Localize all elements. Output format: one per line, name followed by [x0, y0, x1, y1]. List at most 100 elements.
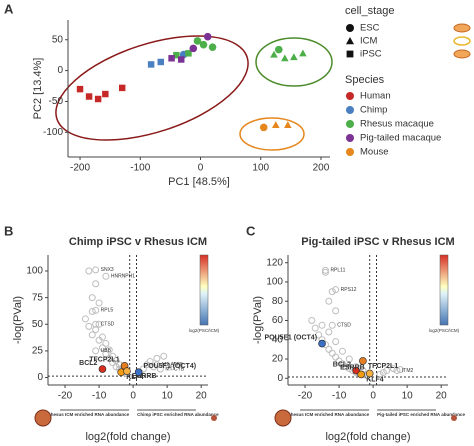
gene-label: CTSD: [337, 323, 351, 329]
gene-point: [88, 294, 96, 302]
gene-point: [112, 356, 120, 364]
gene-label: RPL11: [330, 268, 345, 274]
point: [203, 32, 212, 41]
gene-point: [345, 365, 353, 373]
point: [102, 90, 109, 98]
legend-label: ICM: [360, 36, 378, 47]
y-tick-label: -100: [43, 127, 63, 138]
x-axis-label: log2(fold change): [325, 431, 410, 443]
gene-point: [92, 320, 100, 328]
gene-point: [383, 367, 391, 375]
point: [178, 56, 185, 63]
gene-point: [332, 338, 340, 346]
y-tick-label: 0: [277, 373, 283, 384]
x-tick-label: -10: [332, 391, 347, 402]
point: [271, 121, 280, 128]
gene-point: [156, 365, 164, 373]
colorbar: [439, 254, 449, 326]
x-tick-label: -100: [130, 163, 150, 174]
dish-icon: [453, 23, 471, 33]
legend-label: Chimp: [360, 105, 387, 116]
highlight-label: POU5F1 (OCT4): [265, 334, 318, 341]
y-tick-label: 50: [52, 34, 64, 45]
gene-point: [92, 326, 100, 334]
point: [94, 95, 102, 103]
highlight-label: TFCP2L1: [89, 357, 119, 364]
chart-title: Pig-tailed iPSC v Rhesus ICM: [301, 236, 454, 248]
gene-point: [332, 286, 340, 294]
gene-point: [318, 321, 326, 329]
y-tick-label: 100: [266, 277, 283, 288]
gene-point: [102, 339, 110, 347]
gene-point: [338, 347, 346, 355]
point: [85, 93, 93, 100]
highlight-point: [357, 370, 365, 379]
point: [168, 55, 175, 62]
highlight-label: TFCP2L1: [368, 363, 398, 370]
x-axis-label: log2(fold change): [85, 431, 170, 443]
point: [281, 54, 289, 62]
legend-marker: [346, 50, 354, 58]
gene-point: [98, 333, 106, 341]
y-tick-label: 120: [266, 257, 283, 268]
y-tick-label: 100: [26, 266, 43, 277]
x-tick-label: -20: [298, 391, 313, 402]
gene-point: [146, 358, 154, 366]
point: [147, 61, 155, 68]
cell-icon: [451, 415, 457, 421]
y-tick-label: 60: [272, 315, 284, 326]
gene-point: [105, 354, 113, 362]
cluster-ellipse: [55, 35, 249, 141]
gene-point: [379, 368, 387, 376]
gene-point: [95, 299, 103, 307]
gene-label: HNRNPH1: [111, 274, 135, 280]
x-tick-label: 100: [252, 163, 269, 174]
gene-point: [390, 365, 398, 373]
legend-label: Mouse: [360, 147, 389, 158]
legend-label: Rhesus macaque: [360, 119, 434, 130]
gene-point: [98, 344, 106, 352]
gene-point: [332, 307, 340, 315]
y-tick-label: -50: [49, 96, 64, 107]
gene-point: [92, 306, 100, 314]
legend-swatch: [346, 148, 354, 156]
highlight-point: [98, 365, 107, 373]
legend-title: Species: [345, 74, 385, 86]
y-tick-label: 40: [272, 334, 284, 345]
gene-point: [328, 321, 336, 329]
x-tick-label: 0: [370, 391, 376, 402]
point: [173, 51, 180, 59]
legend-swatch: [346, 134, 354, 142]
x-tick-label: 20: [196, 391, 208, 402]
annotation: Chimp iPSC enriched RNA abundance: [137, 412, 219, 417]
gene-point: [88, 307, 96, 315]
gene-point: [328, 349, 336, 357]
cluster-ellipse: [239, 117, 305, 151]
colorbar: [199, 254, 209, 326]
y-tick-label: 50: [32, 319, 44, 330]
gene-point: [81, 315, 89, 323]
x-tick-label: 0: [130, 391, 136, 402]
chart-title: Chimp iPSC v Rhesus ICM: [69, 236, 207, 248]
panel-label: C: [246, 223, 256, 238]
gene-point: [321, 266, 329, 274]
point: [270, 50, 278, 58]
highlight-point: [123, 367, 131, 375]
colorbar-title: log2(PSC/ICM): [429, 328, 460, 333]
cell-icon: [211, 415, 217, 421]
gene-point: [88, 331, 96, 339]
gene-point: [396, 366, 404, 374]
legend-swatch: [346, 120, 354, 128]
x-tick-label: 20: [436, 391, 448, 402]
point: [299, 49, 307, 57]
highlight-label: ESRRB: [340, 364, 365, 371]
legend-swatch: [346, 106, 354, 114]
y-tick-label: 75: [32, 292, 44, 303]
gene-point: [345, 355, 353, 363]
cell-icon: [34, 409, 52, 427]
legend-label: Pig-tailed macaque: [360, 133, 441, 144]
gene-point: [85, 267, 93, 275]
highlight-point: [134, 368, 143, 377]
